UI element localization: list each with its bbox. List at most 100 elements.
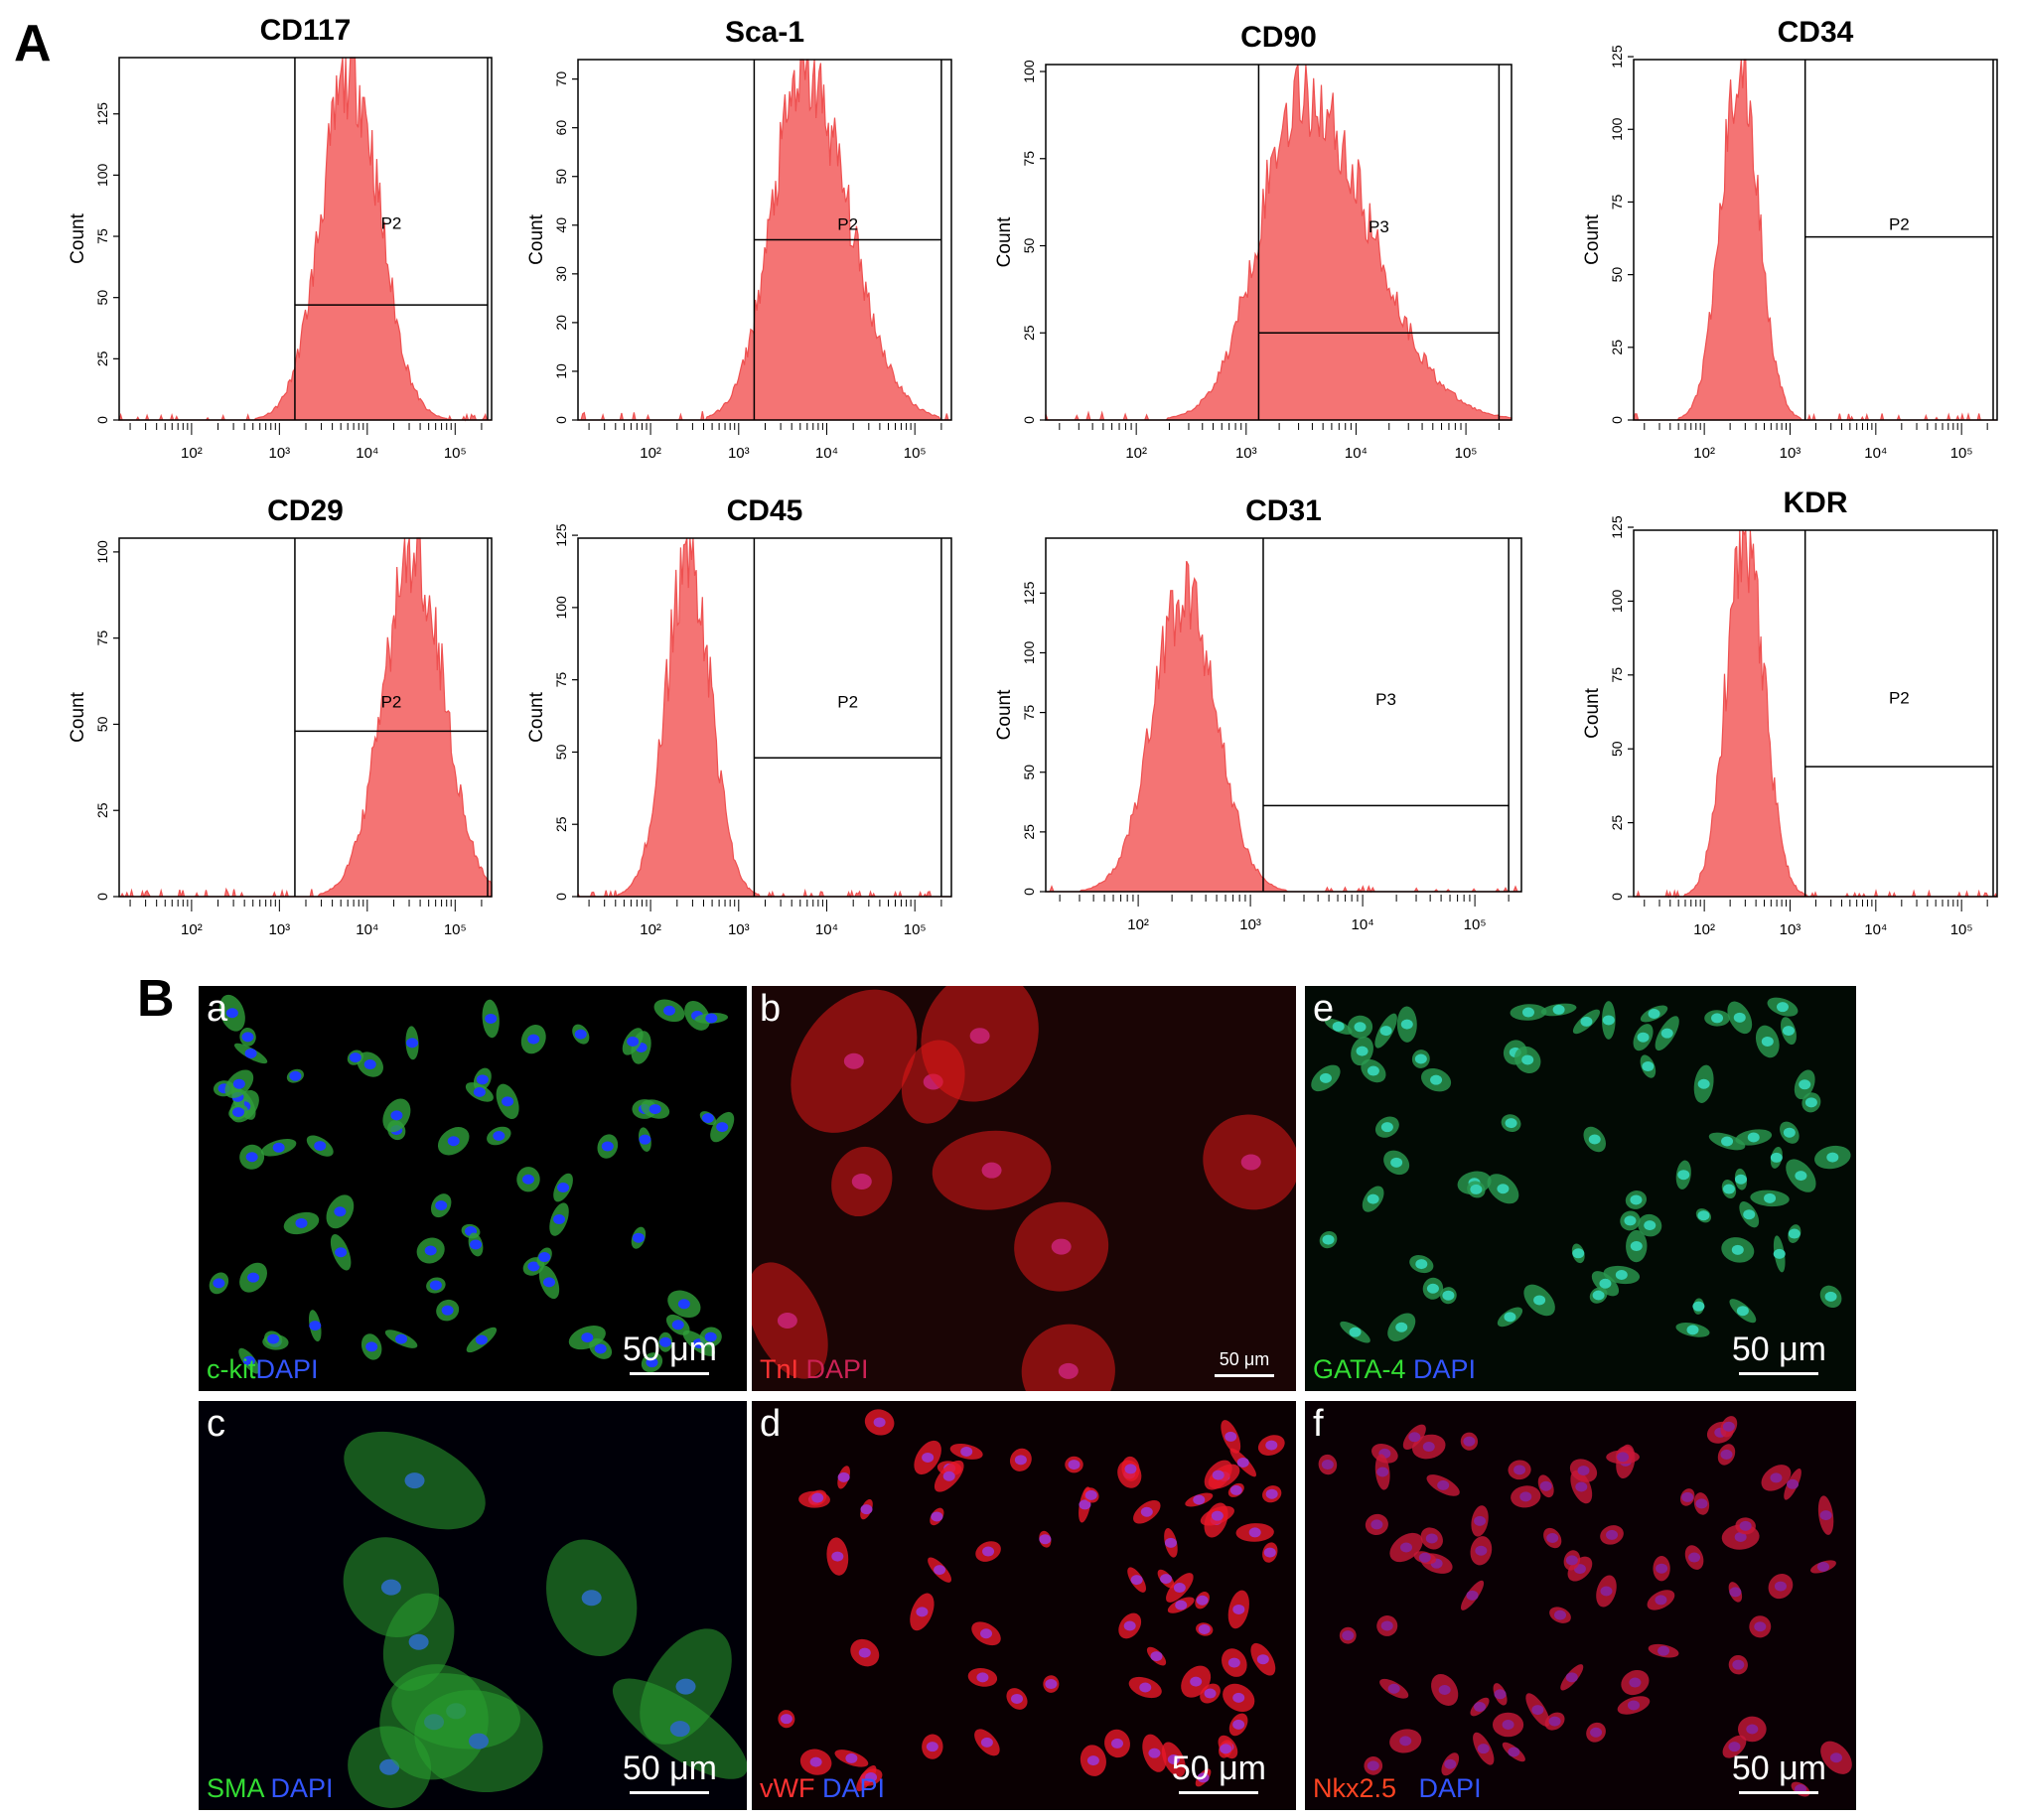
nucleus bbox=[406, 1038, 419, 1049]
nucleus bbox=[527, 1261, 540, 1272]
x-tick-label: 10³ bbox=[269, 445, 291, 462]
nucleus bbox=[648, 1104, 661, 1115]
micrograph-letter: d bbox=[760, 1403, 782, 1445]
nucleus bbox=[1788, 1228, 1801, 1239]
gate-label: P2 bbox=[837, 693, 858, 712]
x-tick-label: 10⁴ bbox=[815, 445, 838, 462]
nucleus bbox=[1602, 1015, 1615, 1026]
nucleus bbox=[632, 1232, 645, 1243]
nucleus bbox=[982, 1546, 995, 1557]
nucleus bbox=[639, 1134, 651, 1145]
x-tick-label: 10⁴ bbox=[815, 921, 838, 938]
nucleus bbox=[1198, 1623, 1211, 1634]
nucleus bbox=[980, 1737, 993, 1748]
nucleus bbox=[1045, 1679, 1058, 1690]
x-tick-label: 10⁵ bbox=[1950, 921, 1973, 938]
nucleus bbox=[314, 1141, 327, 1152]
nucleus bbox=[1204, 1688, 1217, 1699]
nucleus bbox=[860, 1504, 873, 1515]
scale-bar-label: 50 μm bbox=[1219, 1349, 1270, 1369]
nucleus bbox=[447, 1136, 460, 1147]
plot-frame bbox=[1633, 529, 1998, 898]
y-tick-label: 50 bbox=[1021, 238, 1037, 254]
nucleus bbox=[1644, 1220, 1657, 1231]
nucleus bbox=[295, 1217, 308, 1228]
y-axis-label: Count bbox=[994, 216, 1015, 267]
plot-frame bbox=[1045, 537, 1522, 893]
nucleus bbox=[1068, 1460, 1081, 1470]
nucleus bbox=[232, 1078, 245, 1089]
y-tick-label: 25 bbox=[1609, 815, 1625, 831]
nucleus bbox=[677, 1299, 690, 1310]
nucleus bbox=[476, 1074, 489, 1085]
nucleus bbox=[1695, 1498, 1708, 1509]
scale-bar-label: 50 μm bbox=[1731, 1750, 1826, 1787]
nucleus bbox=[574, 1029, 587, 1040]
nucleus bbox=[365, 1341, 378, 1352]
histogram-cd34: CD34 P2 0 25 50 75 100 125 Count 10² 10³ 10⁴ 10⁵ bbox=[1582, 16, 1998, 462]
x-tick-label: 10² bbox=[1125, 445, 1147, 462]
y-tick-label: 125 bbox=[1021, 581, 1037, 605]
nucleus bbox=[1395, 1322, 1408, 1332]
nucleus bbox=[245, 1152, 258, 1163]
nucleus bbox=[272, 1142, 285, 1153]
stain-label: vWF DAPI bbox=[760, 1775, 885, 1802]
histogram-cd31: CD31 P3 0 25 50 75 100 125 Count 10² 10³ 10⁴ 10⁵ bbox=[994, 494, 1522, 933]
nucleus bbox=[960, 1446, 973, 1457]
chart-title: Sca-1 bbox=[725, 16, 804, 49]
nucleus bbox=[1552, 1004, 1565, 1015]
histogram-cd117: CD117 P2 0 25 50 75 100 125 Count 10² 10³ 10⁴ 10⁵ bbox=[68, 14, 493, 462]
nucleus bbox=[594, 1343, 607, 1354]
stain-label: SMA DAPI bbox=[207, 1775, 334, 1802]
nucleus bbox=[1408, 1432, 1421, 1443]
y-tick-label: 25 bbox=[1609, 340, 1625, 355]
x-tick-label: 10⁴ bbox=[1864, 445, 1887, 462]
micrograph-c: c SMA DAPI 50 μm bbox=[199, 1401, 747, 1810]
histogram-area bbox=[1633, 59, 1997, 422]
stain-label-part: c-kit bbox=[207, 1354, 256, 1384]
nucleus bbox=[1513, 1465, 1526, 1475]
nucleus bbox=[1387, 1683, 1400, 1694]
nucleus bbox=[1554, 1610, 1567, 1620]
nucleus bbox=[1734, 1174, 1747, 1185]
y-tick-label: 25 bbox=[1021, 325, 1037, 341]
y-tick-label: 100 bbox=[1021, 60, 1037, 83]
nucleus bbox=[1637, 1032, 1650, 1043]
nucleus bbox=[780, 1714, 792, 1725]
histogram-cd90: CD90 P3 0 25 50 75 100 Count 10² 10³ 10⁴ 10⁵ bbox=[994, 21, 1513, 462]
nucleus bbox=[1824, 1291, 1837, 1302]
nucleus bbox=[1130, 1575, 1143, 1586]
nucleus bbox=[424, 1245, 437, 1256]
y-tick-label: 10 bbox=[553, 363, 569, 379]
cell bbox=[1203, 1114, 1296, 1210]
x-tick-label: 10⁴ bbox=[1864, 921, 1887, 938]
y-tick-label: 50 bbox=[553, 169, 569, 185]
nucleus bbox=[705, 1013, 718, 1024]
y-tick-label: 50 bbox=[94, 290, 110, 306]
gate-label: P2 bbox=[381, 693, 402, 712]
nucleus bbox=[1729, 1587, 1742, 1598]
nucleus bbox=[1770, 1152, 1783, 1163]
stain-label-part: TnI bbox=[760, 1354, 799, 1384]
nucleus bbox=[1599, 1278, 1612, 1289]
nucleus bbox=[1150, 1651, 1163, 1662]
x-tick-label: 10⁵ bbox=[904, 445, 927, 462]
y-tick-label: 50 bbox=[1609, 267, 1625, 283]
nucleus bbox=[1505, 1118, 1517, 1129]
nucleus bbox=[1426, 1283, 1439, 1294]
nucleus bbox=[777, 1313, 797, 1330]
micrograph-d: d vWF DAPI 50 μm bbox=[752, 1401, 1296, 1810]
y-tick-label: 0 bbox=[1609, 893, 1625, 901]
y-axis-label: Count bbox=[68, 212, 88, 263]
nucleus bbox=[309, 1321, 322, 1331]
nucleus bbox=[1826, 1152, 1839, 1163]
nucleus bbox=[1642, 1061, 1655, 1072]
nucleus bbox=[1232, 1719, 1245, 1730]
x-tick-label: 10³ bbox=[1780, 921, 1801, 938]
nucleus bbox=[646, 1357, 658, 1368]
nucleus bbox=[1367, 1760, 1379, 1771]
y-tick-label: 60 bbox=[553, 120, 569, 136]
nucleus bbox=[1692, 1301, 1705, 1312]
